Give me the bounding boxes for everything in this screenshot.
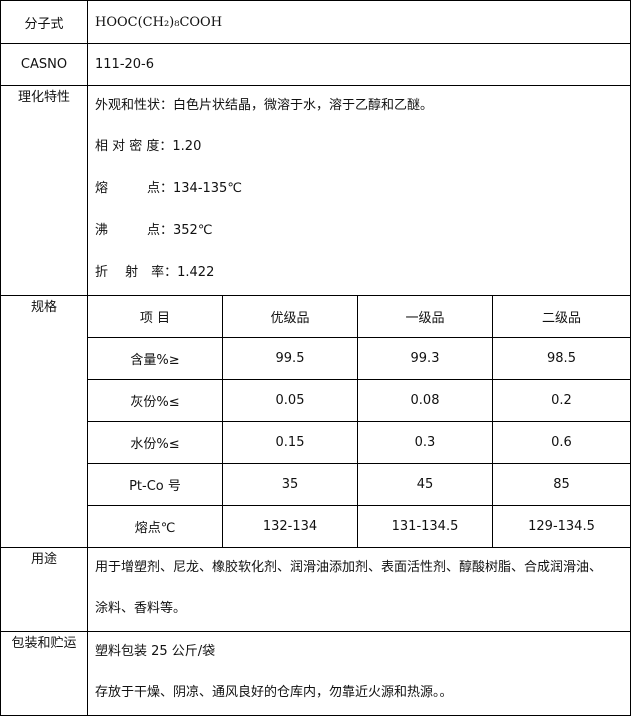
grade-row: 水份%≤ 0.15 0.3 0.6 [88, 421, 630, 464]
row-spec: 规格 项 目 优级品 一级品 二级品 含量%≥ 99.5 99.3 98.5 灰份%≤… [0, 295, 631, 548]
row-cas: CASNO 111-20-6 [0, 43, 631, 86]
second: 0.2 [492, 379, 630, 422]
premium: 35 [222, 463, 358, 506]
premium: 132-134 [222, 505, 358, 547]
second: 0.6 [492, 421, 630, 464]
usage-label-text: 用途 [30, 552, 57, 567]
row-properties: 理化特性 外观和性状：白色片状结晶，微溶于水，溶于乙醇和乙醚。 相 对 密 度：… [0, 85, 631, 296]
spec-label: 规格 [0, 295, 88, 548]
cas-value: 111-20-6 [87, 43, 631, 86]
second: 129-134.5 [492, 505, 630, 547]
item: Pt-Co 号 [88, 463, 223, 506]
property-melting-point: 熔 点：134-135℃ [95, 181, 242, 196]
storage-line: 存放于干燥、阴凉、通风良好的仓库内，勿靠近火源和热源。。 [95, 685, 453, 700]
premium: 0.05 [222, 379, 358, 422]
grade-row: Pt-Co 号 35 45 85 [88, 463, 630, 506]
cas-label: CASNO [0, 43, 88, 86]
second: 85 [492, 463, 630, 506]
grade-row: 含量%≥ 99.5 99.3 98.5 [88, 337, 630, 380]
first: 0.3 [357, 421, 493, 464]
properties-value: 外观和性状：白色片状结晶，微溶于水，溶于乙醇和乙醚。 相 对 密 度：1.20 … [87, 85, 631, 296]
item: 熔点℃ [88, 505, 223, 547]
row-formula: 分子式 HOOC(CH₂)₈COOH [0, 0, 631, 44]
premium: 99.5 [222, 337, 358, 380]
properties-label: 理化特性 [0, 85, 88, 296]
usage-value: 用于增塑剂、尼龙、橡胶软化剂、润滑油添加剂、表面活性剂、醇酸树脂、合成润滑油、 … [87, 547, 631, 632]
item: 含量%≥ [88, 337, 223, 380]
first: 0.08 [357, 379, 493, 422]
usage-line: 用于增塑剂、尼龙、橡胶软化剂、润滑油添加剂、表面活性剂、醇酸树脂、合成润滑油、 [95, 560, 603, 575]
packaging-value: 塑料包装 25 公斤/袋 存放于干燥、阴凉、通风良好的仓库内，勿靠近火源和热源。… [87, 631, 631, 716]
grade-table: 项 目 优级品 一级品 二级品 含量%≥ 99.5 99.3 98.5 灰份%≤ 0.0… [88, 296, 630, 547]
premium: 0.15 [222, 421, 358, 464]
spec-label-text: 规格 [30, 300, 57, 315]
formula-value: HOOC(CH₂)₈COOH [87, 0, 631, 44]
header-first: 一级品 [357, 296, 493, 338]
header-second: 二级品 [492, 296, 630, 338]
row-packaging: 包装和贮运 塑料包装 25 公斤/袋 存放于干燥、阴凉、通风良好的仓库内，勿靠近… [0, 631, 631, 716]
first: 45 [357, 463, 493, 506]
property-refractive-index: 折 射 率：1.422 [95, 265, 215, 280]
properties-label-text: 理化特性 [17, 90, 70, 105]
header-item: 项 目 [88, 296, 223, 338]
grade-row: 熔点℃ 132-134 131-134.5 129-134.5 [88, 505, 630, 547]
grade-header-row: 项 目 优级品 一级品 二级品 [88, 296, 630, 338]
packaging-label: 包装和贮运 [0, 631, 88, 716]
property-boiling-point: 沸 点：352℃ [95, 223, 213, 238]
first: 99.3 [357, 337, 493, 380]
row-usage: 用途 用于增塑剂、尼龙、橡胶软化剂、润滑油添加剂、表面活性剂、醇酸树脂、合成润滑… [0, 547, 631, 632]
property-density: 相 对 密 度：1.20 [95, 139, 202, 154]
property-appearance: 外观和性状：白色片状结晶，微溶于水，溶于乙醇和乙醚。 [95, 98, 434, 113]
header-premium: 优级品 [222, 296, 358, 338]
packaging-line: 塑料包装 25 公斤/袋 [95, 644, 216, 659]
item: 水份%≤ [88, 421, 223, 464]
item: 灰份%≤ [88, 379, 223, 422]
usage-line: 涂料、香料等。 [95, 601, 187, 616]
packaging-label-text: 包装和贮运 [11, 636, 77, 651]
formula-label: 分子式 [0, 0, 88, 44]
usage-label: 用途 [0, 547, 88, 632]
spec-grade-table-cell: 项 目 优级品 一级品 二级品 含量%≥ 99.5 99.3 98.5 灰份%≤ 0.0… [87, 295, 631, 548]
grade-row: 灰份%≤ 0.05 0.08 0.2 [88, 379, 630, 422]
first: 131-134.5 [357, 505, 493, 547]
second: 98.5 [492, 337, 630, 380]
